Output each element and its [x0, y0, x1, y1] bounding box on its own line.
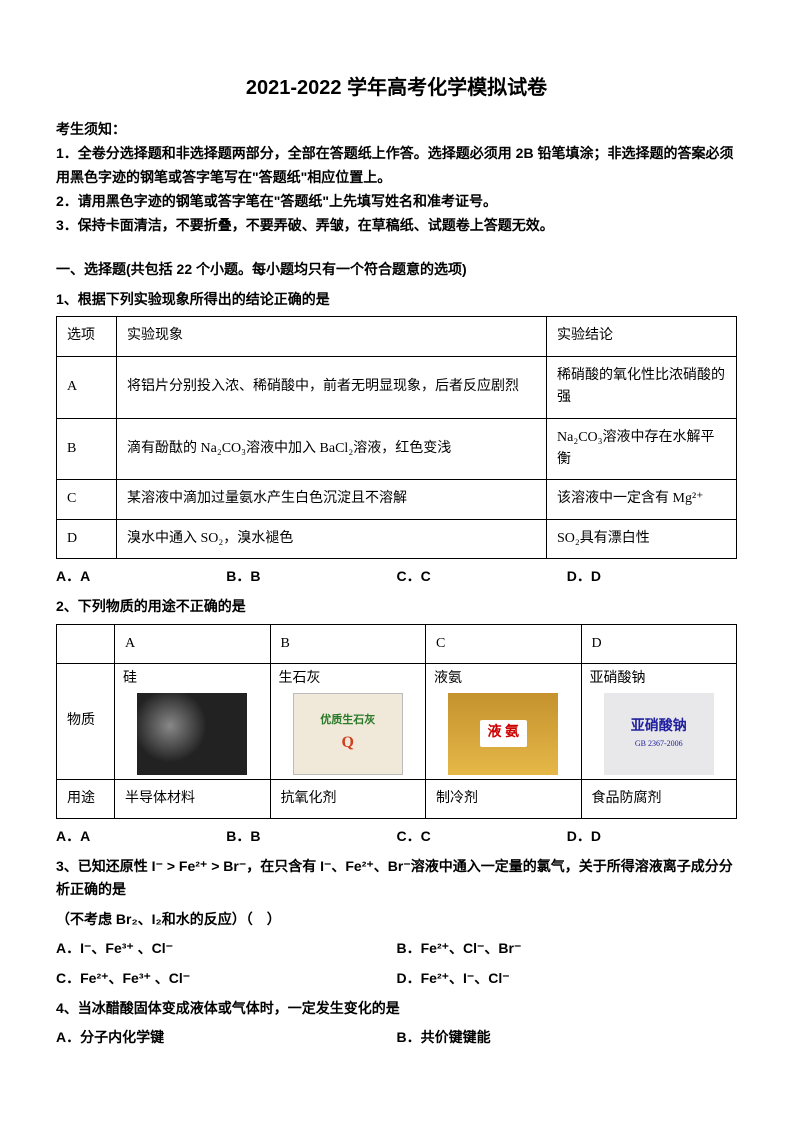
page-title: 2021-2022 学年高考化学模拟试卷 — [56, 72, 737, 104]
q2-header-b: B — [270, 624, 425, 663]
q2-substance-b: 生石灰 优质生石灰 Q — [270, 664, 425, 779]
q3-option-a: A．I⁻、Fe³⁺ 、Cl⁻ — [56, 937, 397, 959]
q2-header-a: A — [115, 624, 270, 663]
q1-option-d: D．D — [567, 565, 737, 587]
q3-options-row1: A．I⁻、Fe³⁺ 、Cl⁻ B．Fe²⁺、Cl⁻、Br⁻ — [56, 937, 737, 959]
section-heading-1: 一、选择题(共包括 22 个小题。每小题均只有一个符合题意的选项) — [56, 258, 737, 280]
lime-bag-logo: Q — [342, 730, 354, 756]
substance-name-d: 亚硝酸钠 — [586, 668, 733, 690]
ammonia-label: 液 氨 — [480, 720, 528, 746]
liquid-ammonia-image: 液 氨 — [448, 693, 558, 775]
q2-stem: 2、下列物质的用途不正确的是 — [56, 595, 737, 617]
substance-name-c: 液氨 — [430, 668, 576, 690]
q1-header-0: 选项 — [57, 317, 117, 356]
table-row: 物质 硅 生石灰 优质生石灰 Q 液氨 液 氨 亚硝酸钠 亚硝酸钠 GB 236… — [57, 664, 737, 779]
substance-name-a: 硅 — [119, 668, 265, 690]
table-row: D 溴水中通入 SO₂，溴水褪色 SO₂具有漂白性 — [57, 519, 737, 558]
q1-cell: C — [57, 480, 117, 519]
q1-cell: 稀硝酸的氧化性比浓硝酸的强 — [547, 356, 737, 418]
silicon-image — [137, 693, 247, 775]
q2-use-b: 抗氧化剂 — [270, 779, 425, 818]
quicklime-image: 优质生石灰 Q — [293, 693, 403, 775]
q2-use-c: 制冷剂 — [426, 779, 581, 818]
q2-substance-d: 亚硝酸钠 亚硝酸钠 GB 2367-2006 — [581, 664, 737, 779]
q1-options: A．A B．B C．C D．D — [56, 565, 737, 587]
q2-header-c: C — [426, 624, 581, 663]
q2-option-d: D．D — [567, 825, 737, 847]
q3-stem-line1: 3、已知还原性 I⁻ > Fe²⁺ > Br⁻，在只含有 I⁻、Fe²⁺、Br⁻… — [56, 855, 737, 900]
table-row: 选项 实验现象 实验结论 — [57, 317, 737, 356]
q1-table: 选项 实验现象 实验结论 A 将铝片分别投入浓、稀硝酸中，前者无明显现象，后者反… — [56, 316, 737, 559]
q2-option-b: B．B — [226, 825, 396, 847]
q1-cell: 滴有酚酞的 Na₂CO₃溶液中加入 BaCl₂溶液，红色变浅 — [117, 418, 547, 480]
table-row: C 某溶液中滴加过量氨水产生白色沉淀且不溶解 该溶液中一定含有 Mg²⁺ — [57, 480, 737, 519]
q3-stem-line2: （不考虑 Br₂、I₂和水的反应）（ ） — [56, 908, 737, 930]
notice-item-3: 3．保持卡面清洁，不要折叠，不要弄破、弄皱，在草稿纸、试题卷上答题无效。 — [56, 214, 737, 238]
q1-header-2: 实验结论 — [547, 317, 737, 356]
q1-header-1: 实验现象 — [117, 317, 547, 356]
q1-cell: B — [57, 418, 117, 480]
notice-heading: 考生须知： — [56, 118, 737, 140]
nitrite-bag-code: GB 2367-2006 — [635, 738, 683, 751]
notice-item-1: 1．全卷分选择题和非选择题两部分，全部在答题纸上作答。选择题必须用 2B 铅笔填… — [56, 142, 737, 190]
q2-use-label: 用途 — [57, 779, 115, 818]
table-row: A B C D — [57, 624, 737, 663]
q3-option-b: B．Fe²⁺、Cl⁻、Br⁻ — [397, 937, 738, 959]
q2-substance-c: 液氨 液 氨 — [426, 664, 581, 779]
q2-header-blank — [57, 624, 115, 663]
q2-option-a: A．A — [56, 825, 226, 847]
q2-use-d: 食品防腐剂 — [581, 779, 737, 818]
q4-stem: 4、当冰醋酸固体变成液体或气体时，一定发生变化的是 — [56, 997, 737, 1019]
q3-options-row2: C．Fe²⁺、Fe³⁺ 、Cl⁻ D．Fe²⁺、I⁻、Cl⁻ — [56, 967, 737, 989]
q1-cell: Na₂CO₃溶液中存在水解平衡 — [547, 418, 737, 480]
q1-option-c: C．C — [397, 565, 567, 587]
q3-option-d: D．Fe²⁺、I⁻、Cl⁻ — [397, 967, 738, 989]
q1-cell: 某溶液中滴加过量氨水产生白色沉淀且不溶解 — [117, 480, 547, 519]
q2-substance-a: 硅 — [115, 664, 270, 779]
q4-option-a: A．分子内化学键 — [56, 1026, 397, 1048]
substance-name-b: 生石灰 — [275, 668, 421, 690]
sodium-nitrite-image: 亚硝酸钠 GB 2367-2006 — [604, 693, 714, 775]
q1-cell: A — [57, 356, 117, 418]
q2-table: A B C D 物质 硅 生石灰 优质生石灰 Q 液氨 液 氨 亚硝酸钠 亚硝酸… — [56, 624, 737, 819]
q2-substance-label: 物质 — [57, 664, 115, 779]
q3-option-c: C．Fe²⁺、Fe³⁺ 、Cl⁻ — [56, 967, 397, 989]
q1-stem: 1、根据下列实验现象所得出的结论正确的是 — [56, 288, 737, 310]
lime-bag-text: 优质生石灰 — [320, 712, 375, 730]
table-row: B 滴有酚酞的 Na₂CO₃溶液中加入 BaCl₂溶液，红色变浅 Na₂CO₃溶… — [57, 418, 737, 480]
table-row: 用途 半导体材料 抗氧化剂 制冷剂 食品防腐剂 — [57, 779, 737, 818]
q1-cell: 溴水中通入 SO₂，溴水褪色 — [117, 519, 547, 558]
nitrite-bag-title: 亚硝酸钠 — [631, 716, 687, 738]
q4-option-b: B．共价键键能 — [397, 1026, 738, 1048]
q2-header-d: D — [581, 624, 737, 663]
q1-cell: 将铝片分别投入浓、稀硝酸中，前者无明显现象，后者反应剧烈 — [117, 356, 547, 418]
q2-use-a: 半导体材料 — [115, 779, 270, 818]
q1-cell: 该溶液中一定含有 Mg²⁺ — [547, 480, 737, 519]
q2-options: A．A B．B C．C D．D — [56, 825, 737, 847]
q4-options-row1: A．分子内化学键 B．共价键键能 — [56, 1026, 737, 1048]
q1-cell: D — [57, 519, 117, 558]
q1-option-b: B．B — [226, 565, 396, 587]
table-row: A 将铝片分别投入浓、稀硝酸中，前者无明显现象，后者反应剧烈 稀硝酸的氧化性比浓… — [57, 356, 737, 418]
q1-cell: SO₂具有漂白性 — [547, 519, 737, 558]
notice-item-2: 2．请用黑色字迹的钢笔或答字笔在"答题纸"上先填写姓名和准考证号。 — [56, 190, 737, 214]
q1-option-a: A．A — [56, 565, 226, 587]
q2-option-c: C．C — [397, 825, 567, 847]
